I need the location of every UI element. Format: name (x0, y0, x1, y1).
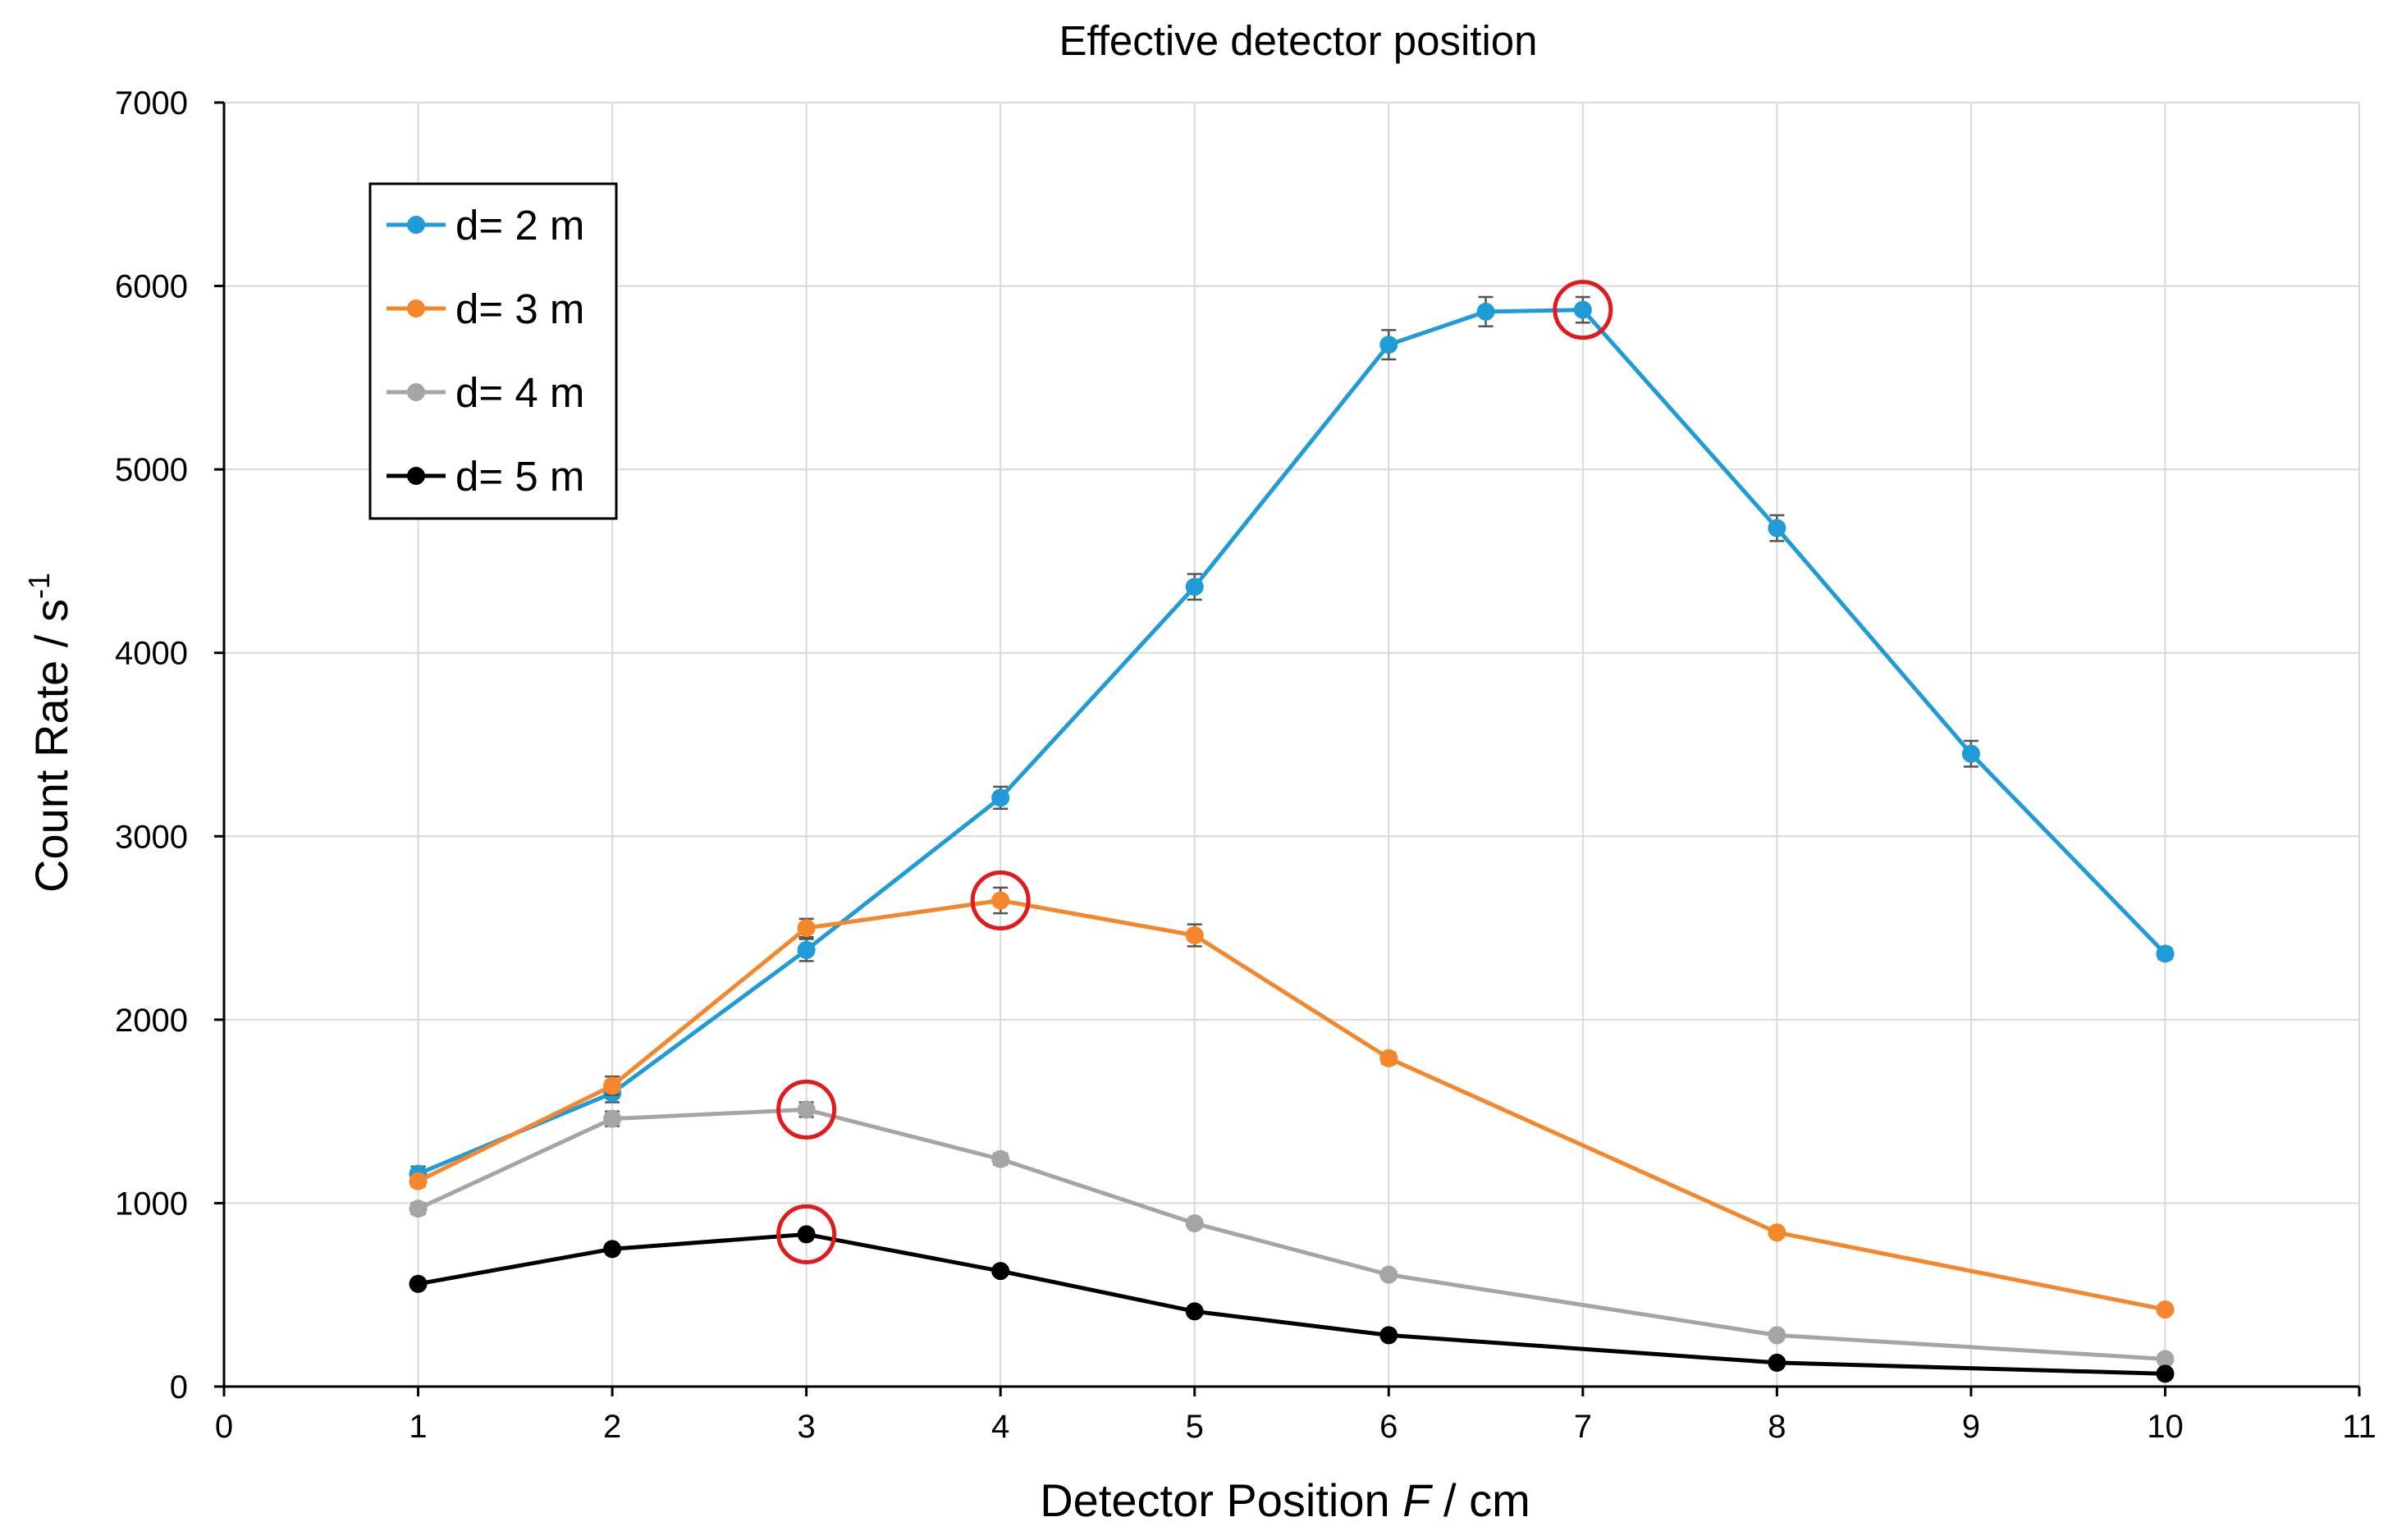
x-axis-label-prefix: Detector Position (1040, 1474, 1402, 1526)
legend-label-3: d= 5 m (455, 453, 584, 500)
data-point-0-4 (1185, 578, 1204, 596)
data-point-3-6 (1768, 1353, 1786, 1372)
y-axis-label-main: Count Rate / s (25, 599, 77, 893)
data-point-1-2 (797, 919, 816, 938)
y-tick-label-2000: 2000 (115, 1003, 188, 1039)
legend-marker-1 (407, 299, 425, 318)
y-tick-label-3000: 3000 (115, 819, 188, 855)
y-tick-label-4000: 4000 (115, 636, 188, 672)
series-layer (409, 295, 2175, 1383)
legend-box (368, 182, 618, 520)
highlight-circle-0 (1553, 280, 1613, 340)
data-point-1-6 (1768, 1223, 1786, 1242)
data-point-2-6 (1768, 1326, 1786, 1345)
x-tick-label-9: 9 (1962, 1409, 1980, 1445)
data-point-3-0 (409, 1274, 428, 1293)
series-2 (409, 1100, 2175, 1369)
legend: d= 2 m d= 3 m d= 4 m d= 5 m (368, 182, 618, 520)
data-point-0-3 (991, 788, 1010, 807)
x-axis-label-variable: F (1402, 1474, 1433, 1526)
x-tick-label-7: 7 (1574, 1409, 1592, 1445)
series-line-1 (417, 898, 2166, 1312)
y-axis-label-superscript: -1 (22, 573, 56, 599)
series-1 (409, 886, 2175, 1319)
x-axis-label: Detector Position F / cm (1040, 1474, 1530, 1526)
annotation-layer (776, 280, 1613, 1264)
x-tick-label-5: 5 (1186, 1409, 1204, 1445)
legend-label-0: d= 2 m (455, 202, 584, 249)
data-point-3-3 (991, 1262, 1010, 1281)
highlight-circle-3 (776, 1204, 837, 1264)
data-point-2-7 (2156, 1350, 2175, 1369)
data-point-0-6 (1476, 302, 1495, 321)
y-tick-label-6000: 6000 (115, 269, 188, 305)
x-tick-label-8: 8 (1768, 1409, 1786, 1445)
data-point-2-1 (603, 1109, 622, 1128)
data-point-0-2 (797, 940, 816, 959)
data-point-1-1 (603, 1076, 622, 1095)
data-point-1-5 (1379, 1049, 1398, 1067)
chart-title: Effective detector position (1059, 17, 1537, 64)
data-point-0-9 (1961, 744, 1980, 763)
axes (214, 101, 2361, 1396)
data-point-2-4 (1185, 1214, 1204, 1233)
data-point-3-5 (1379, 1326, 1398, 1345)
data-point-3-7 (2156, 1364, 2175, 1383)
x-tick-label-4: 4 (991, 1409, 1009, 1445)
y-tick-label-1000: 1000 (115, 1186, 188, 1222)
y-tick-label-0: 0 (170, 1369, 188, 1405)
data-point-2-2 (797, 1100, 816, 1119)
data-point-3-4 (1185, 1302, 1204, 1321)
series-0 (409, 295, 2175, 1183)
x-tick-label-6: 6 (1379, 1409, 1398, 1445)
legend-label-1: d= 3 m (455, 286, 584, 332)
data-point-1-3 (991, 891, 1010, 910)
y-tick-label-7000: 7000 (115, 85, 188, 121)
data-point-0-10 (2156, 944, 2175, 963)
tick-labels: 0 1 2 3 4 5 6 7 8 9 10 11 0 1000 2000 3000 4000 5000 6000 7… (115, 85, 2377, 1445)
legend-marker-3 (407, 467, 425, 485)
x-axis-label-suffix: / cm (1430, 1474, 1530, 1526)
legend-marker-0 (407, 216, 425, 234)
data-point-2-3 (991, 1149, 1010, 1168)
data-point-1-7 (2156, 1300, 2175, 1319)
gridlines (224, 102, 2360, 1387)
data-point-1-0 (409, 1172, 428, 1190)
x-tick-label-3: 3 (798, 1409, 816, 1445)
data-point-3-2 (797, 1225, 816, 1244)
y-tick-label-5000: 5000 (115, 452, 188, 488)
legend-label-2: d= 4 m (455, 369, 584, 416)
series-line-0 (417, 308, 2167, 1176)
highlight-circle-2 (776, 1079, 837, 1140)
legend-marker-2 (407, 383, 425, 401)
data-point-0-5 (1379, 336, 1398, 354)
series-line-2 (417, 1107, 2166, 1361)
data-point-0-8 (1768, 519, 1786, 537)
x-tick-label-0: 0 (215, 1409, 233, 1445)
series-line-3 (418, 1232, 2166, 1376)
series-3 (409, 1225, 2175, 1383)
data-point-1-4 (1185, 926, 1204, 945)
data-point-2-0 (409, 1200, 428, 1218)
x-tick-label-11: 11 (2342, 1409, 2377, 1445)
highlight-circle-1 (970, 871, 1031, 931)
data-point-0-7 (1573, 300, 1592, 319)
x-tick-label-10: 10 (2147, 1409, 2184, 1445)
x-tick-label-1: 1 (409, 1409, 427, 1445)
data-point-3-1 (603, 1240, 622, 1259)
data-point-2-5 (1379, 1265, 1398, 1284)
y-axis-label: Count Rate / s-1 (22, 573, 77, 893)
x-tick-label-2: 2 (603, 1409, 621, 1445)
